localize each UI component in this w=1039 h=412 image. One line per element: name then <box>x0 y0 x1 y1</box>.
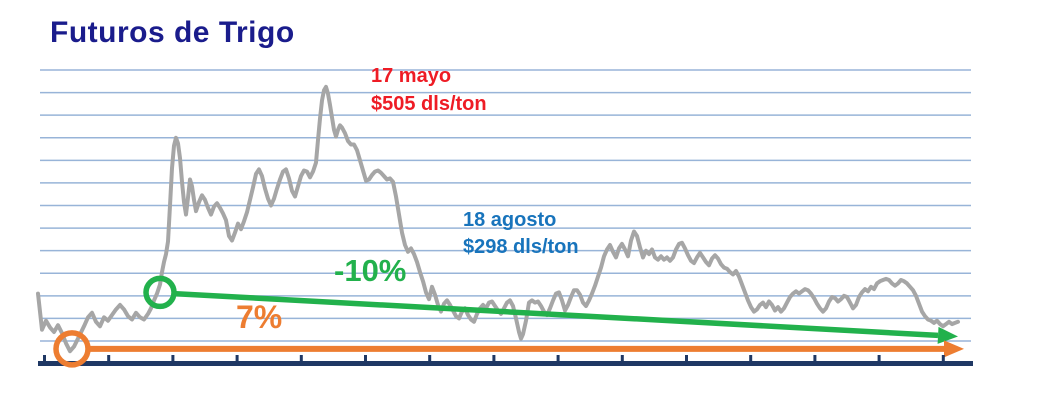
x-axis-tick <box>877 355 881 361</box>
label-minus-10-percent: -10% <box>334 253 407 288</box>
annotation-date: 17 mayo <box>371 65 452 87</box>
annotation-17-mayo: 17 mayo $505 dls/ton <box>371 62 487 118</box>
x-axis-tick <box>235 355 239 361</box>
x-axis-tick <box>620 355 624 361</box>
trend-arrow-green-shaft <box>173 290 939 339</box>
x-axis-tick <box>941 355 945 361</box>
trend-arrow-green-head <box>937 326 958 344</box>
x-axis-tick <box>492 355 496 361</box>
x-axis-tick <box>107 355 111 361</box>
start-marker-green <box>143 275 177 310</box>
x-axis-tick <box>364 355 367 361</box>
trend-arrow-orange-head <box>944 340 964 358</box>
page-title: Futuros de Trigo <box>50 16 295 49</box>
start-marker-orange <box>53 330 91 368</box>
x-axis-tick <box>428 355 432 361</box>
x-axis-tick <box>685 355 688 361</box>
x-axis-tick <box>43 355 46 361</box>
x-axis-tick <box>299 355 303 361</box>
x-axis-line <box>38 361 973 366</box>
x-axis-tick <box>556 355 560 361</box>
annotation-price: $505 dls/ton <box>371 93 487 115</box>
x-axis-tick <box>171 355 175 361</box>
annotation-price: $298 dls/ton <box>463 236 579 258</box>
annotation-date: 18 agosto <box>463 209 557 231</box>
label-7-percent: 7% <box>236 299 283 335</box>
x-axis-tick <box>813 355 817 361</box>
annotation-18-agosto: 18 agosto $298 dls/ton <box>463 207 579 261</box>
x-axis-tick <box>749 355 753 361</box>
